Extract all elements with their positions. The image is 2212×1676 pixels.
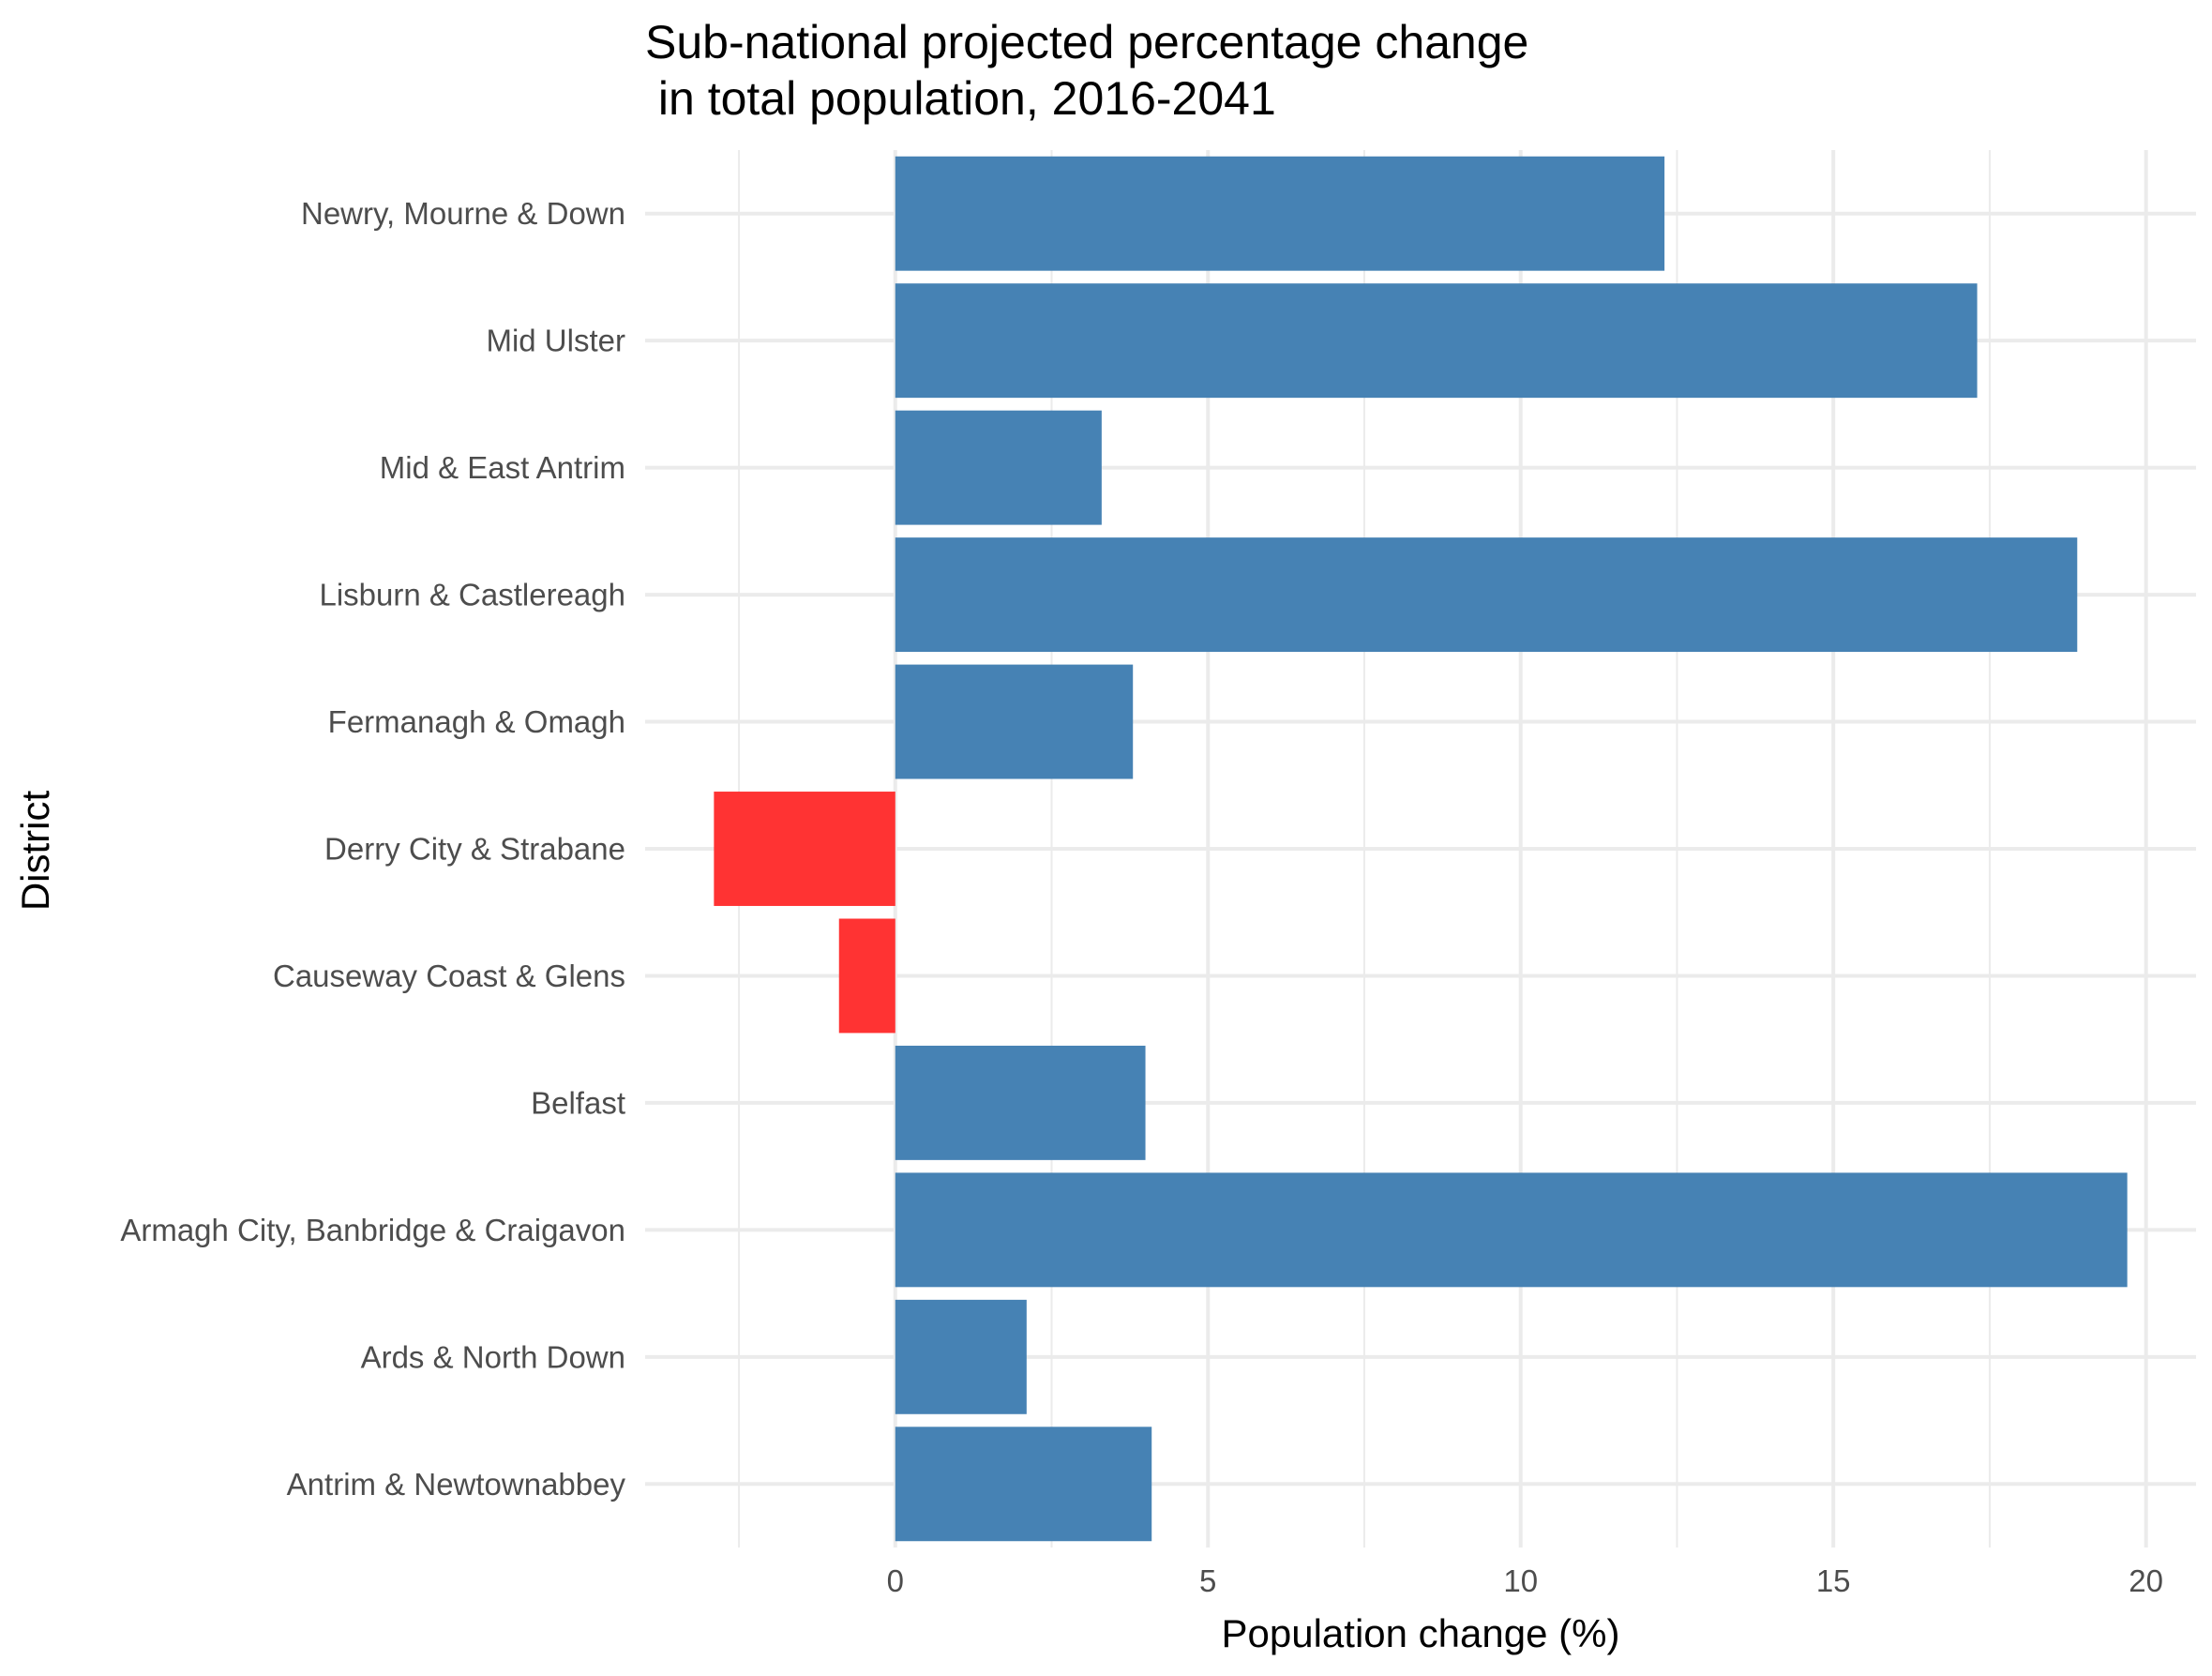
- bar: [895, 537, 2078, 653]
- y-tick-label: Fermanagh & Omagh: [328, 704, 625, 739]
- bar: [895, 1299, 1027, 1414]
- y-tick-label: Mid & East Antrim: [380, 450, 625, 485]
- x-tick-labels: 0 5 10 15 20: [887, 1563, 2163, 1598]
- y-tick-label: Armagh City, Banbridge & Craigavon: [120, 1213, 625, 1247]
- bar: [895, 410, 1102, 525]
- bar: [895, 1045, 1146, 1160]
- bar: [895, 1172, 2128, 1288]
- bar: [895, 1427, 1152, 1542]
- chart-title-line-1: Sub-national projected percentage change: [645, 16, 1528, 68]
- x-tick-label: 20: [2129, 1563, 2163, 1598]
- x-tick-label: 5: [1199, 1563, 1216, 1598]
- y-tick-label: Belfast: [531, 1085, 625, 1120]
- y-tick-label: Ards & North Down: [361, 1339, 625, 1374]
- bar: [895, 156, 1665, 271]
- bars: [714, 156, 2128, 1542]
- bar: [838, 918, 895, 1034]
- chart-title-line-2: in total population, 2016-2041: [645, 72, 1276, 125]
- bar: [714, 792, 895, 906]
- y-tick-label: Derry City & Strabane: [324, 832, 625, 867]
- bar: [895, 283, 1978, 399]
- y-tick-label: Mid Ulster: [486, 324, 625, 358]
- x-tick-label: 0: [887, 1563, 904, 1598]
- bar: [895, 664, 1134, 779]
- y-tick-label: Lisburn & Castlereagh: [319, 578, 625, 612]
- y-tick-label: Causeway Coast & Glens: [273, 959, 625, 993]
- y-axis-title: District: [13, 791, 57, 912]
- y-tick-label: Newry, Mourne & Down: [301, 196, 625, 231]
- y-tick-label: Antrim & Newtownabbey: [287, 1467, 626, 1502]
- x-tick-label: 10: [1503, 1563, 1538, 1598]
- x-axis-title: Population change (%): [1222, 1611, 1620, 1655]
- x-tick-label: 15: [1816, 1563, 1851, 1598]
- y-tick-labels: Newry, Mourne & Down Mid Ulster Mid & East…: [120, 196, 625, 1502]
